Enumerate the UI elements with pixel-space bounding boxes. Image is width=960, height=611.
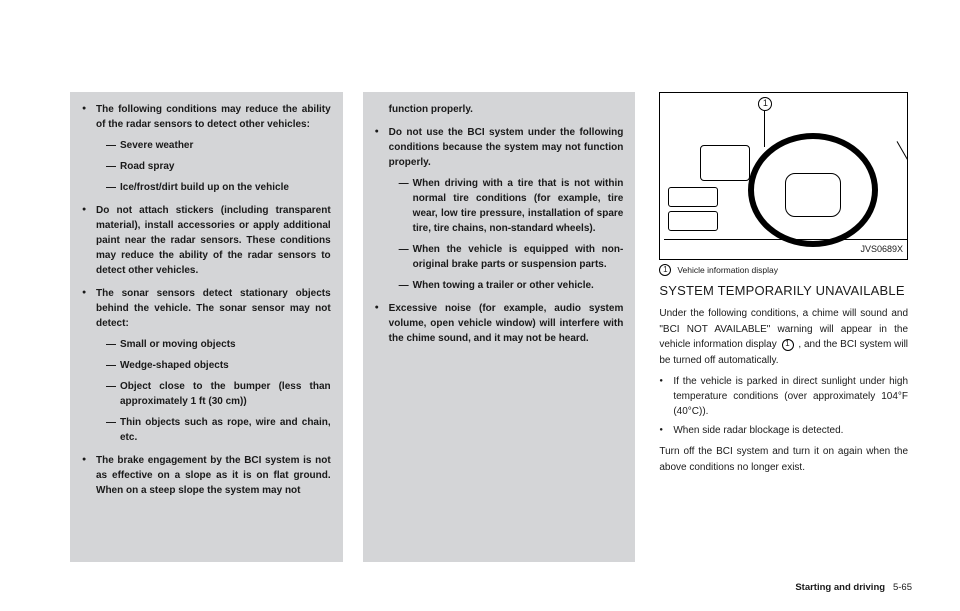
diagram-caption: 1 Vehicle information display [659, 264, 908, 277]
column-3: 1 JVS0689X 1 Vehicle information display… [655, 92, 912, 562]
diagram-code: JVS0689X [860, 243, 903, 257]
callout-marker: 1 [758, 97, 772, 111]
plain-bullet-list: If the vehicle is parked in direct sunli… [659, 374, 908, 438]
dash-text: Road spray [120, 161, 174, 172]
bullet-list-1: The following conditions may reduce the … [82, 102, 331, 498]
dash-item: —Small or moving objects [96, 337, 331, 352]
bullet-list-2: Do not use the BCI system under the foll… [375, 125, 624, 346]
bullet-item: The sonar sensors detect stationary obje… [82, 286, 331, 445]
bullet-text: When side radar blockage is detected. [673, 425, 843, 436]
bullet-item: Do not attach stickers (including transp… [82, 203, 331, 278]
bullet-item: Do not use the BCI system under the foll… [375, 125, 624, 293]
dash-item: —Thin objects such as rope, wire and cha… [96, 415, 331, 445]
bullet-item: The brake engagement by the BCI system i… [82, 453, 331, 498]
bullet-text: If the vehicle is parked in direct sunli… [673, 376, 908, 417]
dash-item: —Object close to the bumper (less than a… [96, 379, 331, 409]
bullet-text: Excessive noise (for example, audio syst… [389, 303, 624, 344]
dash-text: When driving with a tire that is not wit… [413, 178, 624, 234]
dash-list: —Small or moving objects —Wedge-shaped o… [96, 337, 331, 445]
column-2: function properly. Do not use the BCI sy… [363, 92, 636, 562]
dash-item: —Severe weather [96, 138, 331, 153]
bullet-text: The sonar sensors detect stationary obje… [96, 288, 331, 329]
callout-line [764, 111, 765, 147]
bullet-text: The brake engagement by the BCI system i… [96, 455, 331, 496]
inline-callout: 1 [782, 339, 794, 351]
dash-panel-icon [668, 211, 718, 231]
bullet-text: Do not use the BCI system under the foll… [389, 127, 624, 168]
dash-line [664, 239, 908, 240]
continuation-text: function properly. [375, 102, 624, 117]
callout-number: 1 [763, 97, 768, 111]
dash-text: Ice/frost/dirt build up on the vehicle [120, 182, 289, 193]
footer-page: 5-65 [893, 582, 912, 593]
dash-text: Thin objects such as rope, wire and chai… [120, 417, 331, 443]
dash-panel-icon [668, 187, 718, 207]
dash-text: Wedge-shaped objects [120, 360, 229, 371]
dash-item: —Wedge-shaped objects [96, 358, 331, 373]
display-screen-icon [700, 145, 750, 181]
section-heading: SYSTEM TEMPORARILY UNAVAILABLE [659, 281, 908, 301]
page-footer: Starting and driving 5-65 [795, 582, 912, 593]
dash-text: Small or moving objects [120, 339, 236, 350]
dash-item: —When the vehicle is equipped with non-o… [389, 242, 624, 272]
caption-text: Vehicle information display [677, 264, 778, 277]
caption-number: 1 [659, 264, 671, 276]
dash-item: —Ice/frost/dirt build up on the vehicle [96, 180, 331, 195]
dash-item: —When towing a trailer or other vehicle. [389, 278, 624, 293]
steering-hub-icon [785, 173, 841, 217]
diagram-frame: 1 JVS0689X [659, 92, 908, 260]
dash-text: Object close to the bumper (less than ap… [120, 381, 331, 407]
bullet-text: Do not attach stickers (including transp… [96, 205, 331, 276]
dash-list: —Severe weather —Road spray —Ice/frost/d… [96, 138, 331, 195]
footer-section: Starting and driving [795, 582, 885, 593]
dash-item: —Road spray [96, 159, 331, 174]
dash-list: —When driving with a tire that is not wi… [389, 176, 624, 293]
dash-text: When towing a trailer or other vehicle. [413, 280, 594, 291]
page-columns: The following conditions may reduce the … [70, 92, 912, 562]
paragraph: Turn off the BCI system and turn it on a… [659, 444, 908, 475]
bullet-item: The following conditions may reduce the … [82, 102, 331, 195]
paragraph: Under the following conditions, a chime … [659, 306, 908, 368]
bullet-item: Excessive noise (for example, audio syst… [375, 301, 624, 346]
dash-line [897, 141, 908, 166]
bullet-text: The following conditions may reduce the … [96, 104, 331, 130]
dash-text: Severe weather [120, 140, 193, 151]
bullet-item: When side radar blockage is detected. [659, 423, 908, 438]
dash-text: When the vehicle is equipped with non-or… [413, 244, 624, 270]
column-1: The following conditions may reduce the … [70, 92, 343, 562]
bullet-item: If the vehicle is parked in direct sunli… [659, 374, 908, 419]
dash-item: —When driving with a tire that is not wi… [389, 176, 624, 236]
